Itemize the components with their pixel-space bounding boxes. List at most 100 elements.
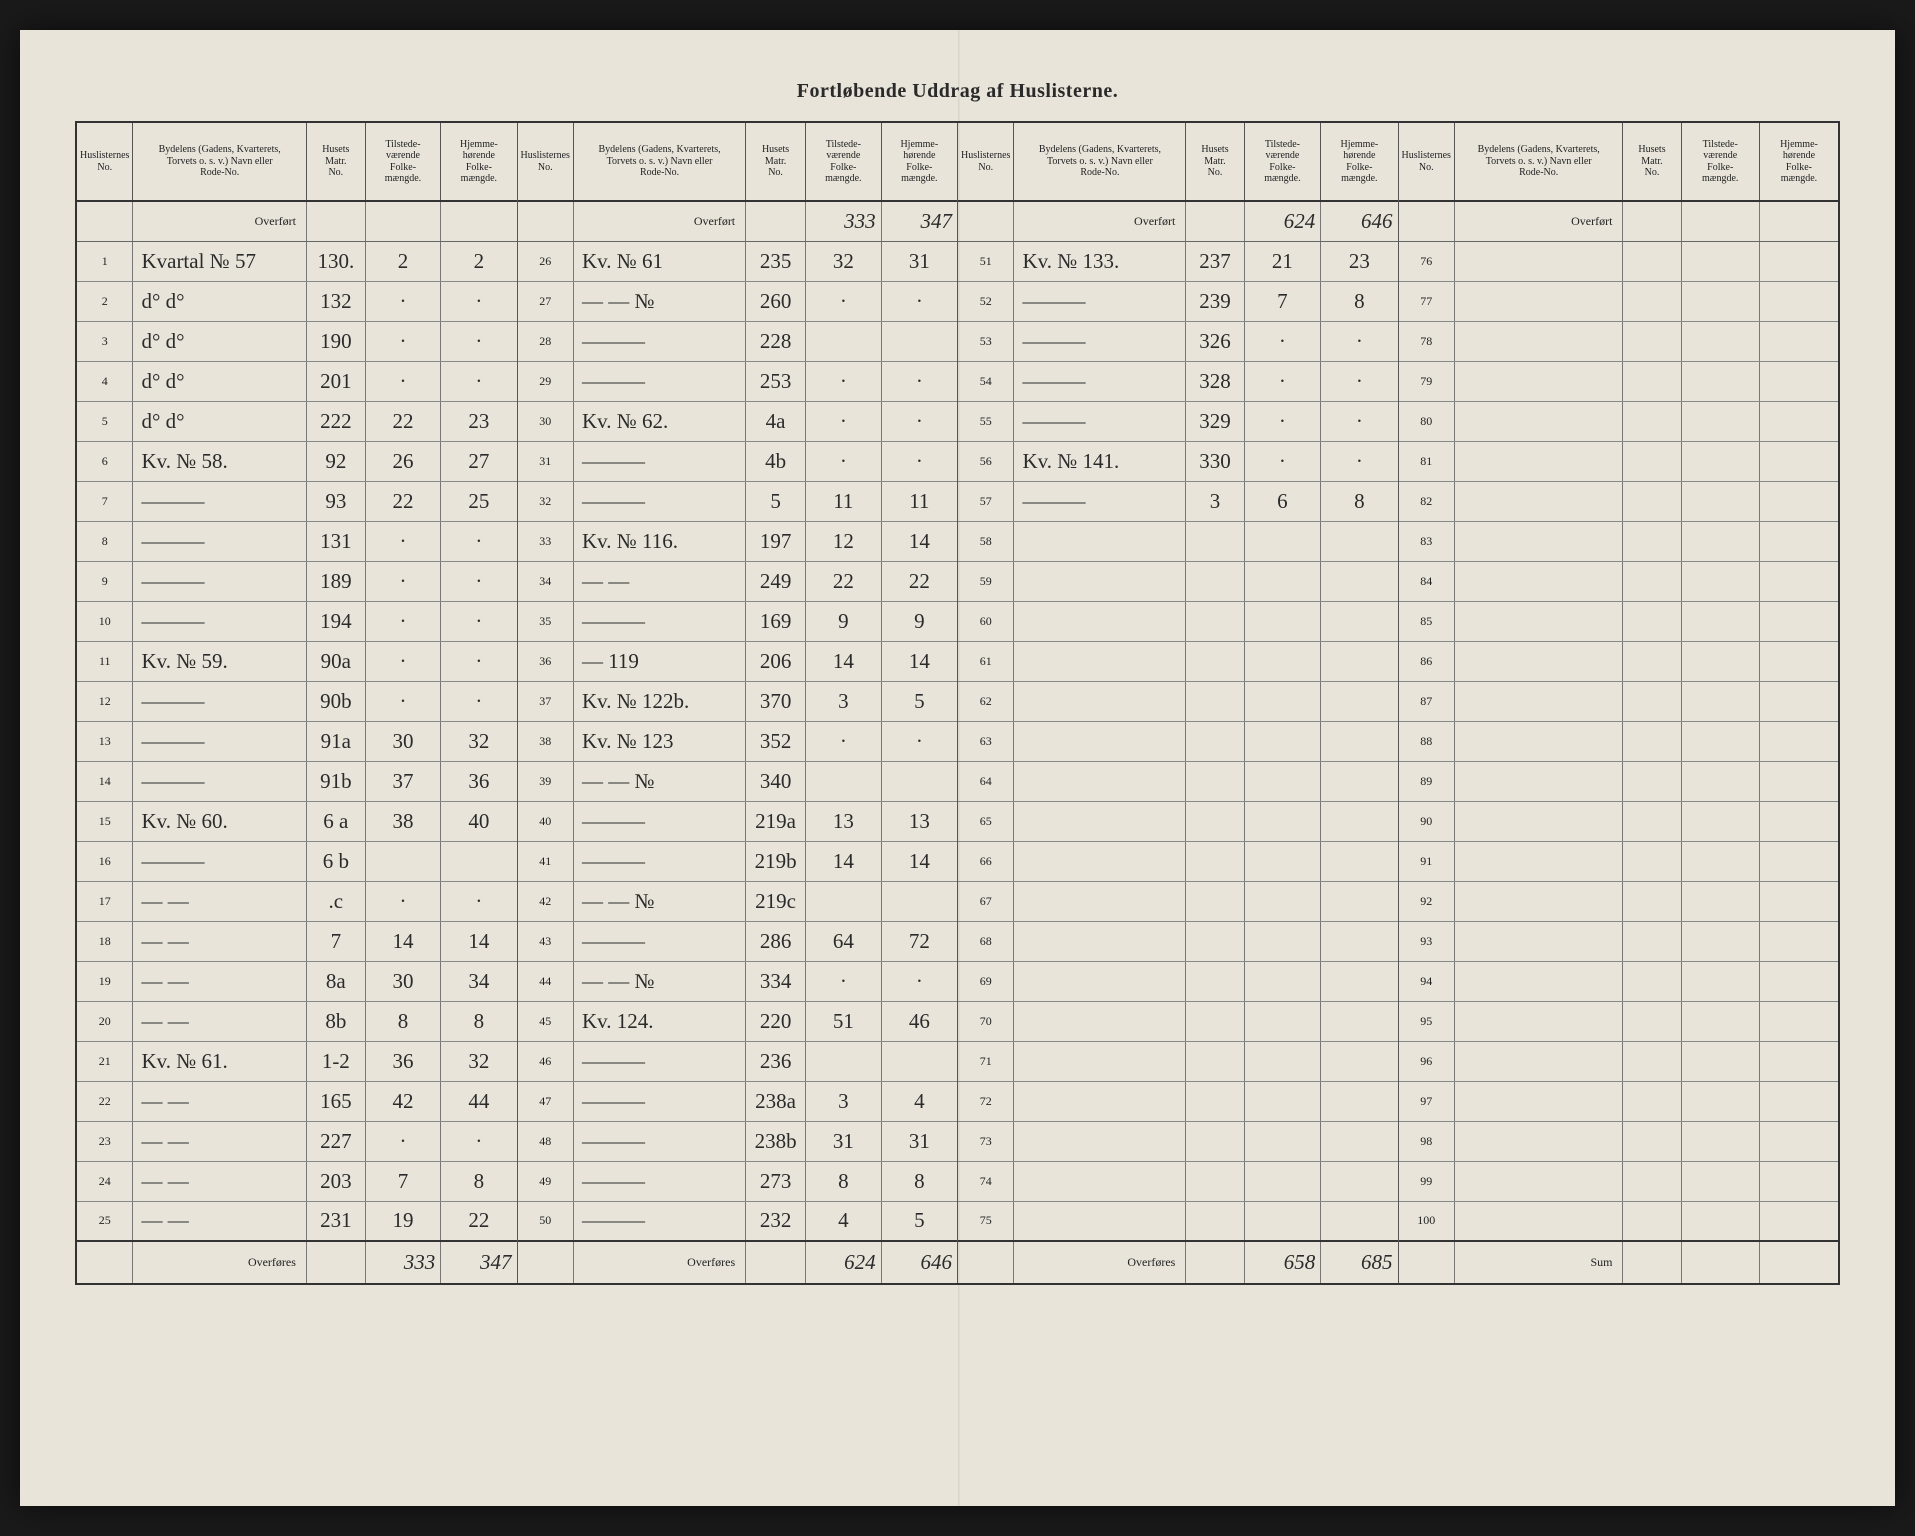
district-desc: ——— [141,769,204,793]
pop-resident: 32 [468,729,489,753]
matr-no: 239 [1199,289,1231,313]
row-number: 94 [1399,961,1455,1001]
matr-no: 206 [760,649,792,673]
table-row: 44— — №334·· [518,961,958,1001]
matr-no: 189 [320,569,352,593]
row-number: 21 [77,1041,133,1081]
carry-in-p1: 333 [844,209,876,233]
row-number: 18 [77,921,133,961]
row-number: 96 [1399,1041,1455,1081]
pop-resident: · [475,1129,482,1153]
district-desc: ——— [582,609,645,633]
table-row: 56Kv. № 141.330·· [958,441,1398,481]
carry-in-p1: 624 [1284,209,1316,233]
pop-resident: 8 [474,1169,485,1193]
row-number: 53 [958,321,1014,361]
table-row: 12———90b·· [77,681,517,721]
pop-present: 22 [392,489,413,513]
pop-resident: 2 [474,249,485,273]
pop-resident: 31 [909,1129,930,1153]
matr-no: 7 [331,929,342,953]
matr-no: 165 [320,1089,352,1113]
pop-resident: 31 [909,249,930,273]
pop-resident: · [916,729,923,753]
matr-no: 92 [325,449,346,473]
table-row: 78 [1399,321,1839,361]
table-row: 29———253·· [518,361,958,401]
row-number: 55 [958,401,1014,441]
matr-no: 91b [320,769,352,793]
district-desc: ——— [582,489,645,513]
row-number: 95 [1399,1001,1455,1041]
matr-no: 249 [760,569,792,593]
row-number: 45 [518,1001,574,1041]
table-row: 24— —20378 [77,1161,517,1201]
pop-resident: · [916,369,923,393]
pop-present: · [1279,329,1286,353]
row-number: 52 [958,281,1014,321]
table-row: 71 [958,1041,1398,1081]
row-number: 73 [958,1121,1014,1161]
table-row: 59 [958,561,1398,601]
table-row: 54———328·· [958,361,1398,401]
matr-no: 222 [320,409,352,433]
table-row: 30Kv. № 62.4a·· [518,401,958,441]
pop-present: 36 [392,1049,413,1073]
table-row: 33Kv. № 116.1971214 [518,521,958,561]
row-number: 68 [958,921,1014,961]
pop-present: 3 [838,1089,849,1113]
pop-resident: · [475,649,482,673]
table-row: 11Kv. № 59.90a·· [77,641,517,681]
pop-resident: 5 [914,689,925,713]
pop-present: · [840,969,847,993]
row-number: 34 [518,561,574,601]
district-desc: Kv. № 61. [141,1049,227,1073]
pop-present: · [1279,449,1286,473]
row-number: 30 [518,401,574,441]
row-number: 72 [958,1081,1014,1121]
row-number: 63 [958,721,1014,761]
carry-in-label: Overført [1454,201,1623,241]
row-number: 28 [518,321,574,361]
table-row: 67 [958,881,1398,921]
matr-no: 93 [325,489,346,513]
district-desc: ——— [582,1129,645,1153]
table-row: 6Kv. № 58.922627 [77,441,517,481]
row-number: 50 [518,1201,574,1241]
pop-resident: 32 [468,1049,489,1073]
pop-resident: 34 [468,969,489,993]
row-number: 38 [518,721,574,761]
row-number: 62 [958,681,1014,721]
matr-no: 340 [760,769,792,793]
district-desc: Kv. № 122b. [582,689,689,713]
table-row: 49———27388 [518,1161,958,1201]
column-header: HuslisternesNo. [518,123,574,201]
table-row: 73 [958,1121,1398,1161]
table-row: 91 [1399,841,1839,881]
table-row: 40———219a1313 [518,801,958,841]
table-row: 18— —71414 [77,921,517,961]
carry-out-row: Overføres658685 [958,1241,1398,1283]
table-row: 58 [958,521,1398,561]
ledger-block: HuslisternesNo.Bydelens (Gadens, Kvarter… [75,123,517,1283]
table-row: 47———238a34 [518,1081,958,1121]
matr-no: 286 [760,929,792,953]
matr-no: 238a [755,1089,796,1113]
pop-present: 14 [833,649,854,673]
district-desc: — — № [582,969,655,993]
row-number: 76 [1399,241,1455,281]
table-row: 42— — №219c [518,881,958,921]
pop-resident: 27 [468,449,489,473]
district-desc: Kv. № 133. [1022,249,1119,273]
pop-resident: 72 [909,929,930,953]
table-row: 98 [1399,1121,1839,1161]
district-desc: — — [141,929,188,953]
row-number: 37 [518,681,574,721]
matr-no: 219b [755,849,797,873]
district-desc: ——— [582,449,645,473]
table-row: 23— —227·· [77,1121,517,1161]
pop-present: 8 [398,1009,409,1033]
row-number: 39 [518,761,574,801]
table-row: 51Kv. № 133.2372123 [958,241,1398,281]
pop-present: 4 [838,1208,849,1232]
